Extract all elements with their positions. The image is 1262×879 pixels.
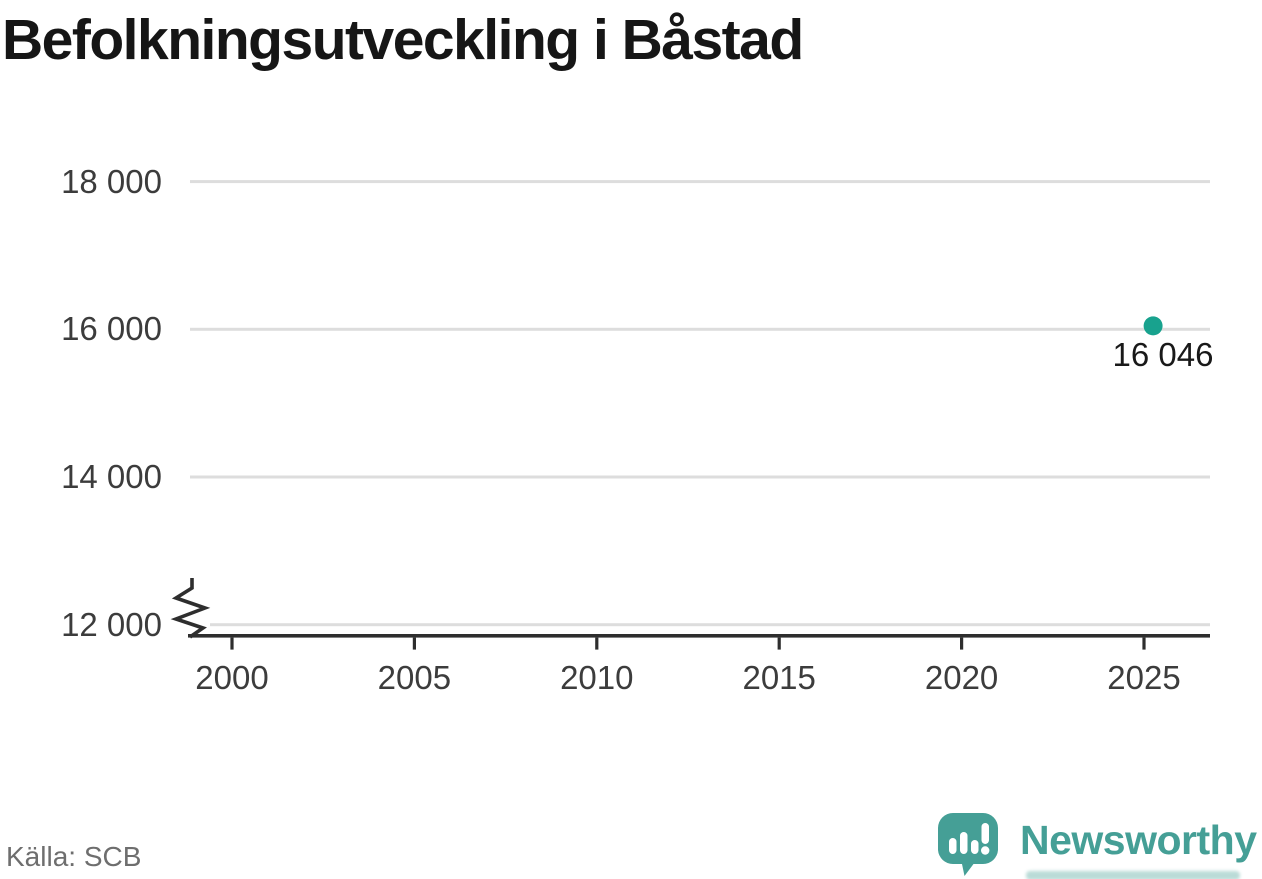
x-tick-2005 (412, 637, 416, 650)
y-tick-label-18000: 18 000 (61, 162, 162, 200)
y-tick-label-16000: 16 000 (61, 310, 162, 348)
newsworthy-logo: Newsworthy (936, 812, 1257, 878)
y-tick-label-14000: 14 000 (61, 458, 162, 495)
gridline-14000 (190, 475, 1210, 479)
x-axis-line (188, 634, 1210, 638)
x-tick-2000 (230, 637, 234, 650)
newsworthy-wordmark: Newsworthy (1020, 817, 1257, 863)
x-tick-2010 (595, 637, 599, 650)
x-tick-label-2020: 2020 (924, 659, 999, 696)
clipped-logo-tagline-strip (1026, 871, 1240, 879)
source-note: Källa: SCB (6, 841, 142, 872)
gridline-18000 (190, 180, 1210, 184)
x-tick-2015 (777, 637, 781, 650)
y-tick-label-12000: 12 000 (61, 605, 162, 643)
last-value-label: 16 046 (1112, 336, 1214, 373)
x-tick-label-2015: 2015 (742, 659, 816, 696)
x-tick-label-2025: 2025 (1107, 659, 1181, 696)
chart-title: Befolkningsutveckling i Båstad (2, 8, 804, 72)
x-tick-2025 (1142, 637, 1146, 650)
x-tick-label-2000: 2000 (195, 659, 269, 696)
newsworthy-speech-bubble-chart-icon (938, 813, 998, 876)
gridline-12000 (190, 623, 1210, 627)
x-tick-2020 (960, 637, 964, 650)
last-point-dot (1143, 316, 1163, 336)
x-tick-label-2010: 2010 (560, 659, 634, 696)
gridline-16000 (190, 327, 1210, 331)
axis-break-zigzag-icon (170, 578, 211, 639)
x-tick-label-2005: 2005 (377, 659, 452, 696)
